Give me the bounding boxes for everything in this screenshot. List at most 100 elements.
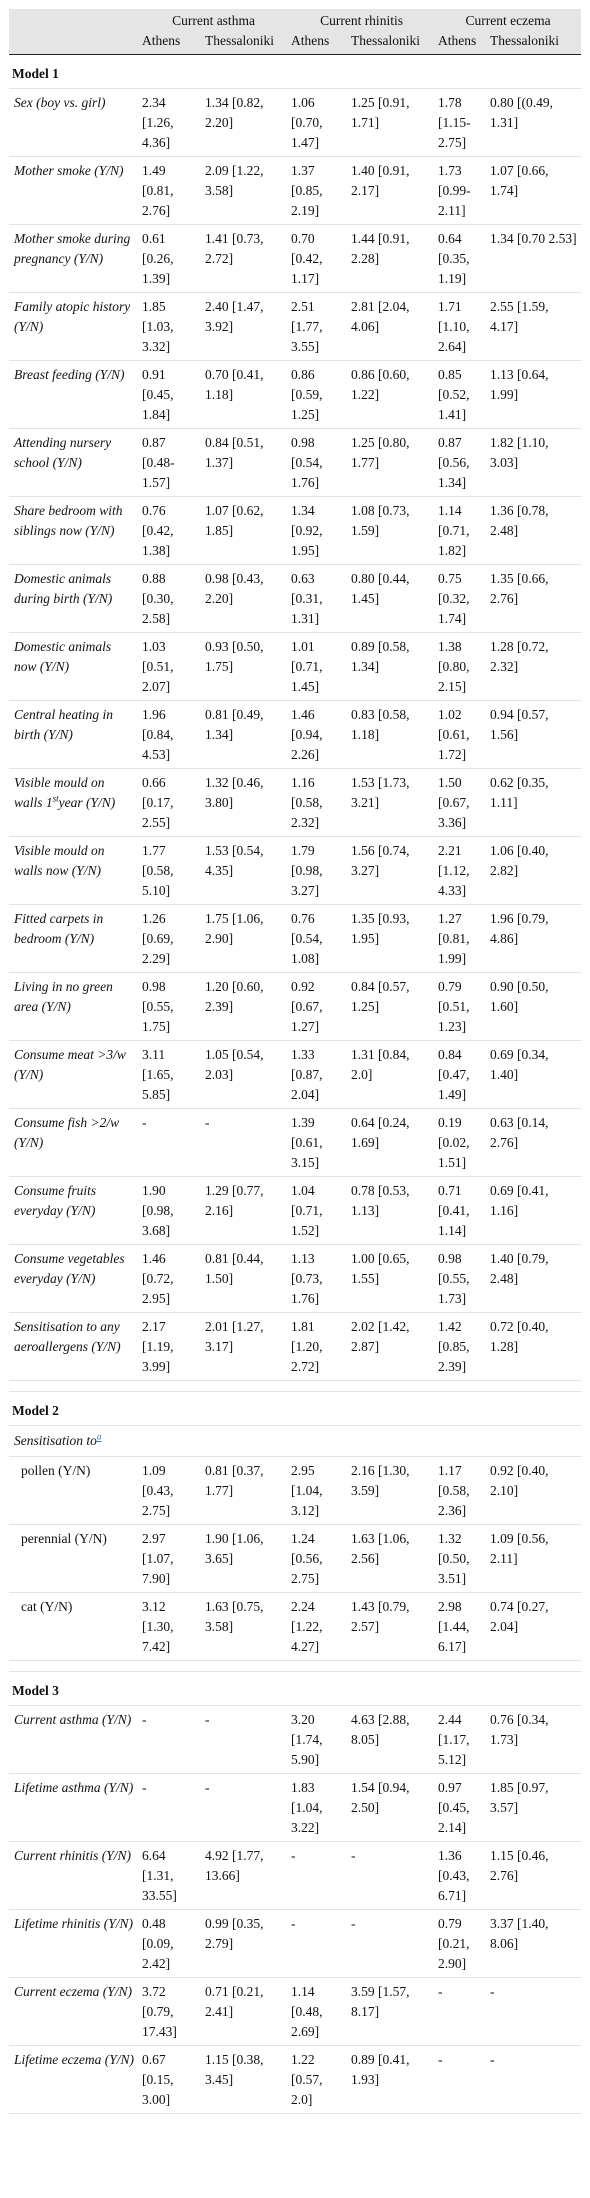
value-cell: 0.69 [0.41, 1.16]: [487, 1176, 582, 1245]
header-group-eczema: Current eczema: [435, 9, 582, 31]
row-label-text: Consume fruits everyday (Y/N): [14, 1183, 97, 1218]
row-label: pollen (Y/N): [9, 1456, 139, 1525]
value-cell: 3.72 [0.79, 17.43]: [139, 1977, 202, 2046]
model-3-heading-row: Model 3: [9, 1671, 582, 1706]
value-cell: 2.81 [2.04, 4.06]: [348, 292, 436, 361]
value-cell: 4.92 [1.77, 13.66]: [202, 1841, 289, 1910]
value-cell: 1.77 [0.58, 5.10]: [139, 836, 202, 905]
value-cell: 2.34 [1.26, 4.36]: [139, 88, 202, 157]
row-label: Current asthma (Y/N): [9, 1705, 139, 1774]
row-label-text: Current asthma (Y/N): [14, 1712, 132, 1727]
row-label: Consume meat >3/w (Y/N): [9, 1040, 139, 1109]
row-label-text: Mother smoke (Y/N): [14, 163, 124, 178]
value-cell: 1.79 [0.98, 3.27]: [288, 836, 349, 905]
table-row: Sensitisation to any aeroallergens (Y/N)…: [9, 1312, 582, 1381]
value-cell: 0.63 [0.14, 2.76]: [487, 1108, 582, 1177]
table-row: Current eczema (Y/N) 3.72 [0.79, 17.43] 0.…: [9, 1977, 582, 2046]
value-cell: 0.88 [0.30, 2.58]: [139, 564, 202, 633]
row-label: Lifetime eczema (Y/N): [9, 2045, 139, 2114]
header-city: Athens: [288, 31, 349, 55]
value-cell: 1.36 [0.78, 2.48]: [487, 496, 582, 565]
row-label-text: Current eczema (Y/N): [14, 1984, 132, 1999]
row-label: Sensitisation to any aeroallergens (Y/N): [9, 1312, 139, 1381]
value-cell: 3.12 [1.30, 7.42]: [139, 1592, 202, 1661]
row-label: cat (Y/N): [9, 1592, 139, 1661]
value-cell: 0.87 [0.48-1.57]: [139, 428, 202, 497]
row-label-text: Sex (boy vs. girl): [14, 95, 106, 110]
value-cell: 0.66 [0.17, 2.55]: [139, 768, 202, 837]
value-cell: 1.32 [0.46, 3.80]: [202, 768, 289, 837]
header-city: Thessaloniki: [487, 31, 582, 55]
value-cell: 0.89 [0.58, 1.34]: [348, 632, 436, 701]
value-cell: 1.90 [0.98, 3.68]: [139, 1176, 202, 1245]
table-row: Consume fruits everyday (Y/N) 1.90 [0.98,…: [9, 1176, 582, 1245]
row-label: Breast feeding (Y/N): [9, 360, 139, 429]
row-label-tail: year (Y/N): [58, 795, 116, 810]
row-label-text: Lifetime asthma (Y/N): [14, 1780, 134, 1795]
value-cell: 0.72 [0.40, 1.28]: [487, 1312, 582, 1381]
value-cell: -: [348, 1841, 436, 1910]
value-cell: 1.25 [0.91, 1.71]: [348, 88, 436, 157]
table-row: Consume fish >2/w (Y/N) - -1.39 [0.61, 3.1…: [9, 1108, 582, 1177]
model-2-subheading: Sensitisation toa: [9, 1425, 582, 1457]
row-label: Mother smoke (Y/N): [9, 156, 139, 225]
results-table: Current asthma Current rhinitis Current …: [9, 9, 582, 2114]
row-label-text: Sensitisation to any aeroallergens (Y/N): [14, 1319, 121, 1354]
value-cell: 0.69 [0.34, 1.40]: [487, 1040, 582, 1109]
value-cell: 0.93 [0.50, 1.75]: [202, 632, 289, 701]
value-cell: 1.16 [0.58, 2.32]: [288, 768, 349, 837]
value-cell: 1.34 [0.70 2.53]: [487, 224, 582, 293]
value-cell: 3.20 [1.74, 5.90]: [288, 1705, 349, 1774]
value-cell: 0.81 [0.37, 1.77]: [202, 1456, 289, 1525]
value-cell: 1.34 [0.82, 2.20]: [202, 88, 289, 157]
value-cell: 1.78 [1.15-2.75]: [435, 88, 488, 157]
value-cell: -: [139, 1773, 202, 1842]
row-label: Family atopic history (Y/N): [9, 292, 139, 361]
value-cell: 1.08 [0.73, 1.59]: [348, 496, 436, 565]
value-cell: 0.78 [0.53, 1.13]: [348, 1176, 436, 1245]
table-row: Lifetime rhinitis (Y/N) 0.48 [0.09, 2.42]…: [9, 1909, 582, 1978]
row-label-text: Domestic animals now (Y/N): [14, 639, 112, 674]
header-empty-cell: [9, 31, 139, 55]
header-city: Thessaloniki: [348, 31, 436, 55]
footnote-link[interactable]: a: [96, 1431, 102, 1442]
value-cell: 2.17 [1.19, 3.99]: [139, 1312, 202, 1381]
table-row: Living in no green area (Y/N) 0.98 [0.55,…: [9, 972, 582, 1041]
value-cell: 0.64 [0.24, 1.69]: [348, 1108, 436, 1177]
value-cell: -: [435, 1977, 488, 2046]
value-cell: 1.03 [0.51, 2.07]: [139, 632, 202, 701]
value-cell: 1.13 [0.73, 1.76]: [288, 1244, 349, 1313]
row-label: Domestic animals now (Y/N): [9, 632, 139, 701]
value-cell: 1.37 [0.85, 2.19]: [288, 156, 349, 225]
model-2-heading-row: Model 2: [9, 1391, 582, 1426]
row-label: perennial (Y/N): [9, 1524, 139, 1593]
results-table-container: Current asthma Current rhinitis Current …: [9, 9, 582, 2114]
value-cell: 1.06 [0.40, 2.82]: [487, 836, 582, 905]
value-cell: -: [348, 1909, 436, 1978]
value-cell: 1.22 [0.57, 2.0]: [288, 2045, 349, 2114]
value-cell: 1.53 [0.54, 4.35]: [202, 836, 289, 905]
value-cell: 0.62 [0.35, 1.11]: [487, 768, 582, 837]
value-cell: 1.34 [0.92, 1.95]: [288, 496, 349, 565]
header-city: Thessaloniki: [202, 31, 289, 55]
row-label-text: Share bedroom with siblings now (Y/N): [14, 503, 123, 538]
value-cell: 3.37 [1.40, 8.06]: [487, 1909, 582, 1978]
row-label-text: cat (Y/N): [21, 1599, 73, 1614]
value-cell: -: [435, 2045, 488, 2114]
value-cell: 1.31 [0.84, 2.0]: [348, 1040, 436, 1109]
value-cell: 1.02 [0.61, 1.72]: [435, 700, 488, 769]
row-label: Visible mould on walls 1styear (Y/N): [9, 768, 139, 837]
value-cell: 1.44 [0.91, 2.28]: [348, 224, 436, 293]
row-label: Consume fish >2/w (Y/N): [9, 1108, 139, 1177]
value-cell: 1.90 [1.06, 3.65]: [202, 1524, 289, 1593]
row-label: Sex (boy vs. girl): [9, 88, 139, 157]
table-row: Central heating in birth (Y/N) 1.96 [0.84…: [9, 700, 582, 769]
value-cell: 1.40 [0.79, 2.48]: [487, 1244, 582, 1313]
value-cell: 0.97 [0.45, 2.14]: [435, 1773, 488, 1842]
table-row: Mother smoke during pregnancy (Y/N) 0.61 …: [9, 224, 582, 293]
value-cell: 1.50 [0.67, 3.36]: [435, 768, 488, 837]
value-cell: 0.92 [0.67, 1.27]: [288, 972, 349, 1041]
row-label-text: Consume vegetables everyday (Y/N): [14, 1251, 125, 1286]
value-cell: 1.07 [0.66, 1.74]: [487, 156, 582, 225]
value-cell: 2.55 [1.59, 4.17]: [487, 292, 582, 361]
